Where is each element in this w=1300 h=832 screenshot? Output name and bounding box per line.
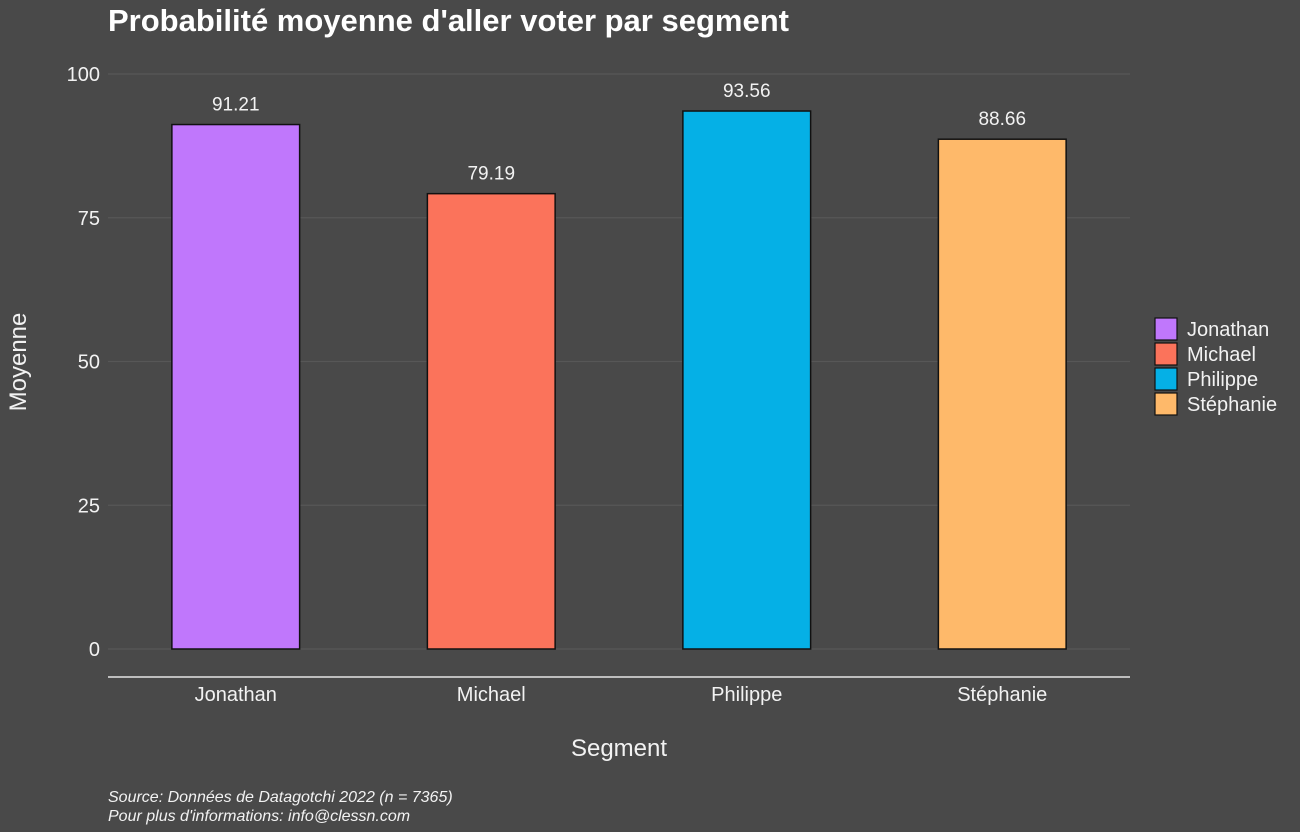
bar <box>426 192 556 650</box>
legend-label: Jonathan <box>1187 319 1269 341</box>
y-tick-label: 50 <box>78 352 100 374</box>
x-tick-label: Michael <box>457 684 526 706</box>
legend-swatch <box>1154 317 1178 341</box>
y-axis-ticks: 0 25 50 75 100 <box>67 64 100 661</box>
legend-label: Michael <box>1187 344 1256 366</box>
legend-swatch <box>1154 392 1178 416</box>
bar-value-label: 91.21 <box>212 95 260 116</box>
y-tick-label: 25 <box>78 495 100 517</box>
legend-label: Philippe <box>1187 369 1258 391</box>
bar <box>171 123 301 650</box>
bar-value-label: 88.66 <box>978 109 1026 130</box>
bar <box>682 110 812 650</box>
data-labels: 91.21 79.19 93.56 88.66 <box>212 81 1026 185</box>
x-axis-title: Segment <box>571 735 667 762</box>
y-tick-label: 0 <box>89 639 100 661</box>
legend-swatch <box>1154 342 1178 366</box>
x-axis-ticks: Jonathan Michael Philippe Stéphanie <box>195 684 1048 706</box>
caption-source: Source: Données de Datagotchi 2022 (n = … <box>108 789 453 806</box>
legend: Jonathan Michael Philippe Stéphanie <box>1154 317 1277 416</box>
bar <box>937 138 1067 650</box>
x-tick-label: Stéphanie <box>957 684 1047 706</box>
caption-info: Pour plus d'informations: info@clessn.co… <box>108 808 410 825</box>
y-tick-label: 75 <box>78 208 100 230</box>
x-tick-label: Jonathan <box>195 684 277 706</box>
bar-value-label: 93.56 <box>723 81 771 102</box>
chart-title: Probabilité moyenne d'aller voter par se… <box>108 3 789 38</box>
legend-swatch <box>1154 367 1178 391</box>
y-axis-title: Moyenne <box>5 313 32 412</box>
y-tick-label: 100 <box>67 64 100 86</box>
bars <box>171 110 1067 650</box>
x-tick-label: Philippe <box>711 684 782 706</box>
legend-label: Stéphanie <box>1187 394 1277 416</box>
bar-value-label: 79.19 <box>467 164 515 185</box>
